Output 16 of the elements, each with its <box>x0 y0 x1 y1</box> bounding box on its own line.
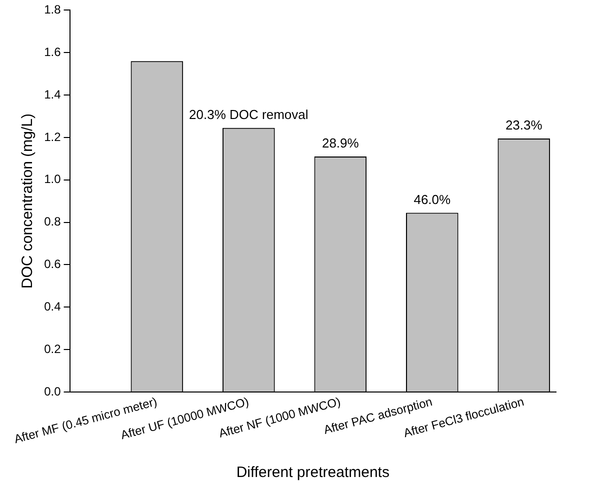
y-tick-label: 0.4 <box>44 299 62 314</box>
y-tick-label: 0.2 <box>44 342 62 356</box>
y-tick-label: 1.8 <box>44 2 62 17</box>
y-tick-label: 1.4 <box>44 87 62 102</box>
y-tick-label: 0.0 <box>44 384 62 398</box>
y-tick-label: 1.2 <box>44 130 62 144</box>
annotation: 23.3% <box>505 118 543 133</box>
y-axis-title: DOC concentration (mg/L) <box>19 114 36 289</box>
annotation: 20.3% DOC removal <box>189 106 308 122</box>
y-tick-label: 0.6 <box>44 257 62 272</box>
y-tick-label: 1.0 <box>44 172 62 186</box>
annotation: 46.0% <box>414 192 452 207</box>
y-tick-label: 1.6 <box>44 44 62 59</box>
annotation: 28.9% <box>322 136 360 151</box>
y-tick-label: 0.8 <box>44 214 62 229</box>
x-axis-title: Different pretreatments <box>236 464 390 482</box>
